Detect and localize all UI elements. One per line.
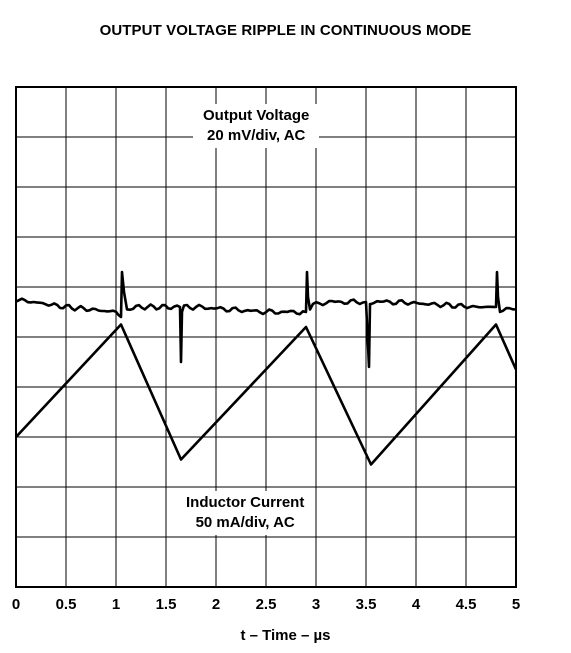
x-tick-label: 2	[211, 596, 221, 613]
inductor-current-trace	[15, 323, 518, 466]
x-tick-label: 4	[411, 596, 421, 613]
x-tick-label: 1.5	[155, 596, 177, 613]
x-tick-label: 0	[11, 596, 21, 613]
x-tick-label: 5	[511, 596, 521, 613]
x-tick-label: 3	[311, 596, 321, 613]
output-voltage-trace	[15, 270, 517, 369]
inductor-current-scale-label: 50 mA/div, AC	[195, 514, 295, 531]
output-voltage-label: Output Voltage	[203, 107, 310, 124]
inductor-current-annotation: Inductor Current 50 mA/div, AC	[176, 491, 315, 535]
chart-title: OUTPUT VOLTAGE RIPPLE IN CONTINUOUS MODE	[99, 22, 472, 39]
x-tick-label: 2.5	[255, 596, 277, 613]
x-axis-label: t – Time – µs	[240, 627, 331, 644]
plot-frame	[15, 86, 517, 588]
x-tick-label: 1	[111, 596, 121, 613]
x-tick-label: 0.5	[55, 596, 77, 613]
inductor-current-label: Inductor Current	[186, 494, 305, 511]
output-voltage-scale-label: 20 mV/div, AC	[207, 127, 306, 144]
x-tick-label: 3.5	[355, 596, 377, 613]
output-voltage-annotation: Output Voltage 20 mV/div, AC	[193, 104, 320, 148]
x-tick-label: 4.5	[455, 596, 477, 613]
